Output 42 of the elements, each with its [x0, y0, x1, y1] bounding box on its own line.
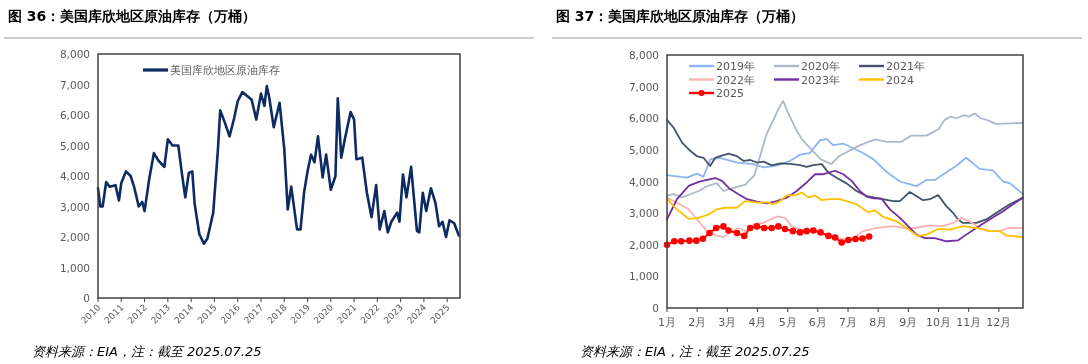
x-tick-label: 11月	[956, 316, 982, 329]
y-tick-label: 3,000	[59, 200, 90, 213]
text: 资料来源：EIA，注：截至 2025.07.25	[580, 344, 810, 359]
legend-label: 美国库欣地区原油库存	[170, 64, 280, 77]
x-tick-label: 6月	[808, 316, 827, 329]
legend-label: 2025	[716, 87, 744, 100]
chart-title: 图 36：美国库欣地区原油库存（万桶）	[8, 8, 257, 24]
y-tick-label: 6,000	[59, 109, 90, 121]
y-tick-label: 2,000	[59, 231, 90, 243]
legend-label: 2022年	[716, 73, 755, 87]
x-tick-label: 2月	[688, 316, 707, 329]
legend-label: 2020年	[801, 60, 840, 73]
x-tick-label: 3月	[718, 316, 737, 329]
legend-label: 2024	[886, 73, 914, 87]
x-tick-label: 8月	[869, 316, 888, 329]
x-tick-label: 9月	[899, 316, 918, 329]
y-tick-label: 1,000	[628, 270, 659, 283]
chart-title: 图 37：美国库欣地区原油库存（万桶）	[556, 8, 805, 24]
y-tick-label: 4,000	[628, 175, 659, 188]
x-tick-label: 12月	[986, 316, 1012, 329]
legend-label: 2023年	[801, 73, 840, 87]
y-tick-label: 5,000	[59, 139, 90, 152]
text: 资料来源：EIA，注：截至 2025.07.25	[32, 344, 262, 359]
y-tick-label: 7,000	[59, 78, 90, 91]
y-tick-label: 8,000	[59, 48, 90, 60]
y-tick-label: 5,000	[628, 143, 659, 156]
y-tick-label: 0	[83, 292, 90, 304]
y-tick-label: 1,000	[59, 261, 90, 274]
y-tick-label: 3,000	[628, 207, 659, 220]
y-tick-label: 0	[652, 302, 659, 314]
y-tick-label: 8,000	[628, 49, 659, 61]
x-tick-label: 1月	[658, 316, 676, 329]
legend-label: 2021年	[886, 60, 925, 73]
x-tick-label: 5月	[778, 316, 797, 329]
x-tick-label: 4月	[748, 316, 767, 329]
y-tick-label: 4,000	[59, 170, 90, 182]
y-tick-label: 2,000	[628, 238, 659, 251]
legend-label: 2019年	[716, 60, 755, 73]
y-tick-label: 6,000	[628, 112, 659, 125]
x-tick-label: 10月	[926, 316, 952, 329]
y-tick-label: 7,000	[628, 80, 659, 93]
x-tick-label: 7月	[839, 316, 858, 329]
